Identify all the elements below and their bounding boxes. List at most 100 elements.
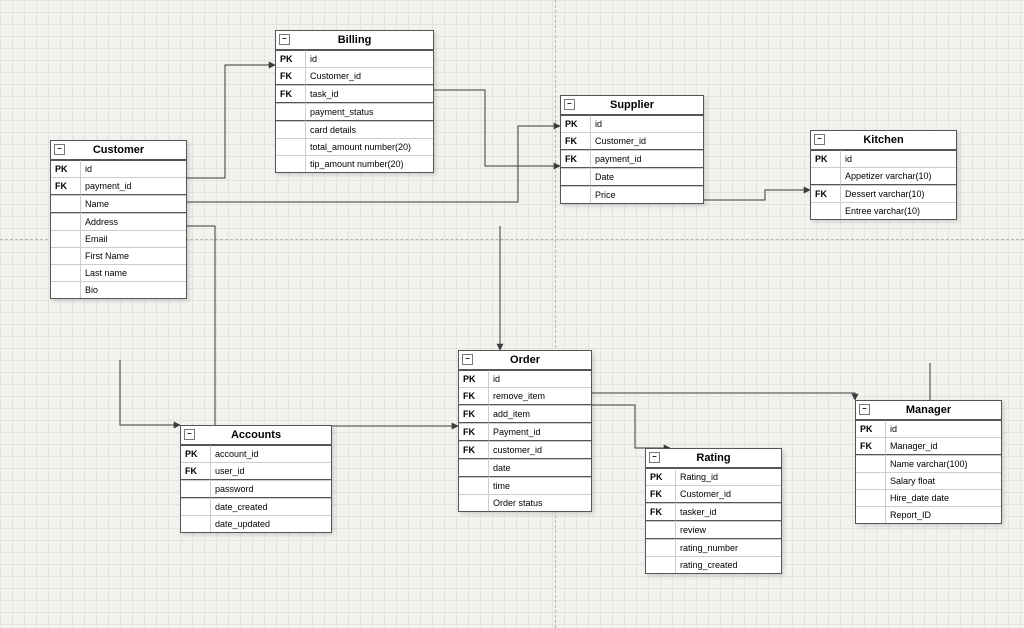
entity-rows: PKidAppetizer varchar(10)FKDessert varch…	[811, 150, 956, 219]
entity-title: –Billing	[276, 31, 433, 50]
entity-rows: PKaccount_idFKuser_idpassworddate_create…	[181, 445, 331, 532]
field-cell: Dessert varchar(10)	[841, 185, 956, 202]
entity-manager[interactable]: –ManagerPKidFKManager_idName varchar(100…	[855, 400, 1002, 524]
key-cell: PK	[811, 150, 841, 167]
key-cell: FK	[181, 462, 211, 480]
field-cell: rating_created	[676, 556, 781, 573]
collapse-icon[interactable]: –	[54, 144, 65, 155]
diagram-canvas: –CustomerPKidFKpayment_idNameAddressEmai…	[0, 0, 1024, 628]
field-cell: Salary float	[886, 472, 1001, 489]
key-cell	[856, 472, 886, 489]
field-cell: password	[211, 480, 331, 498]
entity-rating[interactable]: – Rating PKRating_idFKCustomer_idFKtasker_…	[645, 448, 782, 574]
key-cell	[561, 168, 591, 186]
key-cell	[276, 155, 306, 172]
entity-rows: PKRating_idFKCustomer_idFKtasker_idrevie…	[646, 468, 781, 573]
key-cell	[276, 121, 306, 138]
key-cell	[181, 480, 211, 498]
collapse-icon[interactable]: –	[462, 354, 473, 365]
entity-rows: PKidFKCustomer_idFKtask_idpayment_status…	[276, 50, 433, 172]
field-cell: task_id	[306, 85, 433, 103]
field-cell: payment_status	[306, 103, 433, 121]
entity-title-label: Kitchen	[863, 134, 903, 146]
entity-rows: PKidFKCustomer_idFKpayment_idDatePrice	[561, 115, 703, 203]
entity-title-label: Rating	[696, 452, 730, 464]
collapse-icon[interactable]: –	[564, 99, 575, 110]
field-cell: customer_id	[489, 441, 591, 459]
entity-title: – Rating	[646, 449, 781, 468]
key-cell	[459, 494, 489, 511]
key-cell	[459, 477, 489, 494]
collapse-icon[interactable]: –	[279, 34, 290, 45]
field-cell: Address	[81, 213, 186, 230]
field-cell: Customer_id	[306, 67, 433, 85]
entity-rows: PKidFKremove_itemFKadd_itemFKPayment_idF…	[459, 370, 591, 511]
collapse-icon[interactable]: –	[184, 429, 195, 440]
entity-title-label: Order	[510, 354, 540, 366]
key-cell	[646, 521, 676, 539]
key-cell: FK	[646, 485, 676, 503]
field-cell: payment_id	[591, 150, 703, 168]
field-cell: id	[591, 115, 703, 132]
key-cell: FK	[811, 185, 841, 202]
field-cell: Name	[81, 195, 186, 213]
key-cell: PK	[561, 115, 591, 132]
field-cell: Customer_id	[591, 132, 703, 150]
field-cell: total_amount number(20)	[306, 138, 433, 155]
field-cell: Report_ID	[886, 506, 1001, 523]
entity-kitchen[interactable]: – Kitchen PKidAppetizer varchar(10)FKDesse…	[810, 130, 957, 220]
key-cell	[181, 515, 211, 532]
key-cell: PK	[51, 160, 81, 177]
key-cell: PK	[276, 50, 306, 67]
key-cell	[276, 138, 306, 155]
key-cell	[51, 247, 81, 264]
field-cell: tasker_id	[676, 503, 781, 521]
field-cell: Entree varchar(10)	[841, 202, 956, 219]
field-cell: user_id	[211, 462, 331, 480]
field-cell: Bio	[81, 281, 186, 298]
key-cell: PK	[646, 468, 676, 485]
collapse-icon[interactable]: –	[859, 404, 870, 415]
field-cell: account_id	[211, 445, 331, 462]
edges-layer	[0, 0, 1024, 628]
key-cell	[811, 202, 841, 219]
entity-customer[interactable]: –CustomerPKidFKpayment_idNameAddressEmai…	[50, 140, 187, 299]
key-cell	[51, 281, 81, 298]
entity-billing[interactable]: –BillingPKidFKCustomer_idFKtask_idpaymen…	[275, 30, 434, 173]
entity-title-label: Manager	[906, 404, 951, 416]
key-cell	[646, 539, 676, 556]
field-cell: add_item	[489, 405, 591, 423]
entity-accounts[interactable]: –AccountsPKaccount_idFKuser_idpasswordda…	[180, 425, 332, 533]
collapse-icon[interactable]: –	[649, 452, 660, 463]
entity-title: – Order	[459, 351, 591, 370]
entity-title: – Kitchen	[811, 131, 956, 150]
field-cell: tip_amount number(20)	[306, 155, 433, 172]
collapse-icon[interactable]: –	[814, 134, 825, 145]
key-cell	[51, 195, 81, 213]
field-cell: date_created	[211, 498, 331, 515]
key-cell: FK	[459, 423, 489, 441]
key-cell: PK	[459, 370, 489, 387]
key-cell	[811, 167, 841, 185]
key-cell: PK	[856, 420, 886, 437]
field-cell: Order status	[489, 494, 591, 511]
field-cell: Price	[591, 186, 703, 203]
field-cell: time	[489, 477, 591, 494]
key-cell: FK	[856, 437, 886, 455]
key-cell	[646, 556, 676, 573]
key-cell: FK	[459, 387, 489, 405]
guide-vertical	[555, 0, 556, 628]
field-cell: id	[489, 370, 591, 387]
entity-title: –Accounts	[181, 426, 331, 445]
entity-supplier[interactable]: – Supplier PKidFKCustomer_idFKpayment_idDa…	[560, 95, 704, 204]
field-cell: review	[676, 521, 781, 539]
field-cell: payment_id	[81, 177, 186, 195]
entity-title: – Supplier	[561, 96, 703, 115]
key-cell	[856, 506, 886, 523]
field-cell: id	[81, 160, 186, 177]
key-cell	[51, 213, 81, 230]
key-cell: FK	[276, 85, 306, 103]
entity-title-label: Supplier	[610, 99, 654, 111]
entity-order[interactable]: – Order PKidFKremove_itemFKadd_itemFKPayme…	[458, 350, 592, 512]
entity-rows: PKidFKpayment_idNameAddressEmailFirst Na…	[51, 160, 186, 298]
